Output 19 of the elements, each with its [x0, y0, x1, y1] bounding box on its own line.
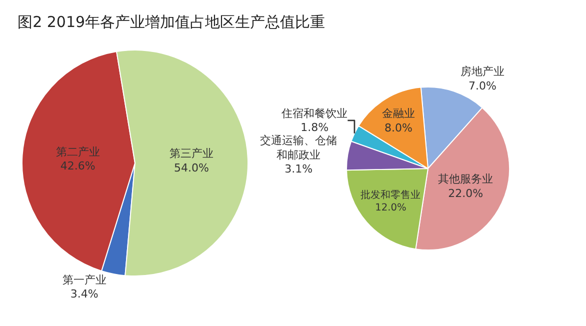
slice-label: 其他服务业 [438, 172, 494, 186]
data-label: 12.0% [375, 202, 406, 214]
slice-label: 第一产业 [62, 273, 106, 286]
slice-label: 房地产业 [460, 65, 505, 78]
data-label: 7.0% [468, 80, 496, 93]
data-label: 42.6% [60, 160, 96, 173]
data-label: 3.4% [70, 288, 98, 301]
chart-title: 图2 2019年各产业增加值占地区生产总值比重 [18, 12, 326, 31]
data-label: 54.0% [174, 161, 209, 174]
slice-label: 金融业 [382, 107, 415, 120]
slice-label: 第二产业 [56, 145, 100, 158]
slice-label: 批发和零售业 [360, 188, 421, 201]
slice-label: 住宿和餐饮业 [282, 106, 348, 120]
data-label: 8.0% [384, 121, 412, 134]
slice-label: 第三产业 [169, 147, 214, 160]
slice-label: 交通运输、仓储和邮政业 [260, 134, 338, 162]
data-label: 22.0% [448, 186, 484, 200]
data-label: 3.1% [284, 162, 313, 176]
data-label: 1.8% [300, 121, 329, 134]
